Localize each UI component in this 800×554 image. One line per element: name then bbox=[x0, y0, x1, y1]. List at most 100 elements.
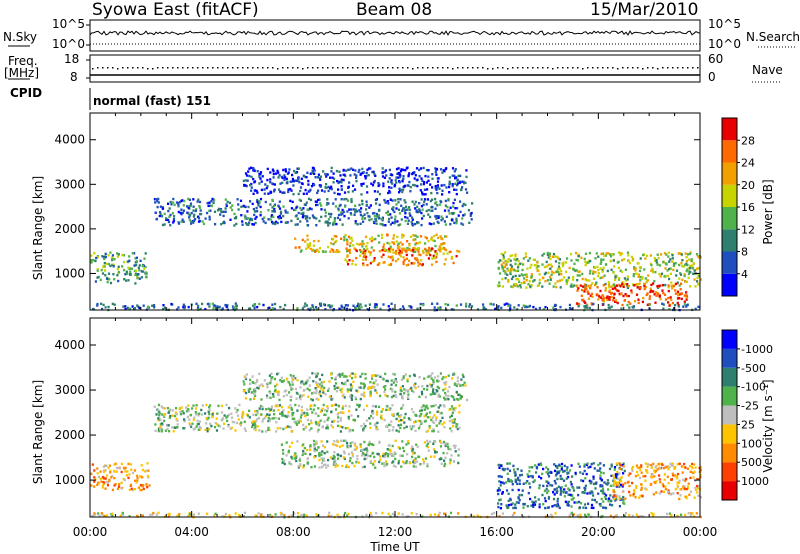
power-echo-cell bbox=[250, 186, 253, 189]
power-echo-cell bbox=[229, 206, 232, 209]
power-echo-cell bbox=[319, 304, 323, 307]
power-echo-cell bbox=[580, 294, 583, 297]
velocity-echo-cell bbox=[434, 451, 437, 454]
power-echo-cell bbox=[355, 249, 358, 253]
power-echo-cell bbox=[324, 186, 327, 189]
power-echo-cell bbox=[343, 235, 346, 239]
velocity-echo-cell bbox=[563, 464, 566, 468]
velocity-echo-cell bbox=[686, 485, 689, 488]
velocity-echo-cell bbox=[347, 512, 350, 516]
power-echo-cell bbox=[399, 308, 402, 311]
velocity-echo-cell bbox=[260, 398, 263, 401]
velocity-echo-cell bbox=[223, 414, 226, 417]
velocity-echo-cell bbox=[363, 395, 366, 398]
power-echo-cell bbox=[691, 267, 695, 270]
velocity-echo-cell bbox=[497, 475, 500, 478]
velocity-echo-cell bbox=[346, 444, 349, 447]
velocity-echo-cell bbox=[351, 454, 354, 458]
velocity-echo-cell bbox=[326, 450, 329, 454]
power-echo-cell bbox=[580, 256, 583, 259]
power-echo-cell bbox=[695, 253, 699, 256]
power-echo-cell bbox=[542, 252, 546, 255]
velocity-echo-cell bbox=[324, 409, 327, 412]
power-echo-cell bbox=[597, 298, 600, 301]
velocity-echo-cell bbox=[285, 441, 288, 444]
velocity-echo-cell bbox=[198, 425, 201, 429]
velocity-echo-cell bbox=[557, 485, 560, 488]
power-echo-cell bbox=[434, 250, 437, 253]
power-echo-cell bbox=[421, 263, 424, 266]
power-echo-cell bbox=[522, 280, 526, 284]
velocity-echo-cell bbox=[538, 486, 541, 490]
velocity-echo-cell bbox=[505, 481, 508, 484]
power-echo-cell bbox=[121, 253, 124, 257]
power-echo-cell bbox=[649, 254, 652, 257]
power-echo-cell bbox=[669, 296, 672, 299]
velocity-echo-cell bbox=[398, 419, 401, 423]
power-echo-cell bbox=[157, 197, 160, 201]
velocity-echo-cell bbox=[326, 418, 329, 422]
power-echo-cell bbox=[217, 306, 220, 309]
power-echo-cell bbox=[585, 304, 588, 307]
velocity-echo-cell bbox=[113, 477, 116, 480]
power-echo-cell bbox=[252, 177, 255, 181]
velocity-echo-cell bbox=[391, 454, 394, 457]
power-echo-cell bbox=[667, 301, 670, 304]
velocity-echo-cell bbox=[437, 406, 440, 409]
velocity-echo-cell bbox=[331, 457, 334, 460]
velocity-echo-cell bbox=[443, 381, 446, 385]
power-echo-cell bbox=[461, 223, 465, 226]
velocity-echo-cell bbox=[429, 383, 432, 386]
velocity-echo-cell bbox=[622, 462, 625, 465]
velocity-echo-cell bbox=[249, 378, 252, 382]
power-echo-cell bbox=[392, 241, 395, 244]
power-echo-cell bbox=[393, 183, 397, 187]
power-echo-cell bbox=[386, 233, 389, 236]
power-echo-cell bbox=[646, 292, 649, 295]
velocity-echo-cell bbox=[281, 411, 284, 414]
power-echo-cell bbox=[391, 241, 394, 244]
velocity-echo-cell bbox=[336, 440, 339, 443]
velocity-echo-cell bbox=[288, 383, 292, 386]
velocity-echo-cell bbox=[274, 388, 277, 392]
power-echo-cell bbox=[403, 185, 406, 188]
power-echo-cell bbox=[403, 199, 406, 202]
power-echo-cell bbox=[246, 217, 249, 220]
power-echo-cell bbox=[189, 204, 192, 207]
power-echo-cell bbox=[456, 207, 459, 210]
velocity-echo-cell bbox=[667, 482, 670, 485]
velocity-echo-cell bbox=[285, 389, 288, 392]
power-echo-cell bbox=[138, 306, 141, 310]
velocity-echo-cell bbox=[299, 394, 302, 397]
power-echo-cell bbox=[402, 234, 405, 237]
velocity-echo-cell bbox=[437, 395, 440, 398]
power-echo-cell bbox=[347, 235, 351, 238]
power-echo-cell bbox=[386, 241, 389, 245]
power-echo-cell bbox=[354, 220, 357, 223]
velocity-echo-cell bbox=[394, 465, 397, 468]
power-echo-cell bbox=[271, 168, 274, 171]
velocity-echo-cell bbox=[497, 505, 500, 509]
power-echo-cell bbox=[169, 224, 172, 227]
freq-label-1: Freq. bbox=[8, 54, 38, 68]
velocity-echo-cell bbox=[380, 417, 383, 420]
power-echo-cell bbox=[690, 264, 693, 267]
power-echo-cell bbox=[402, 307, 405, 310]
power-echo-cell bbox=[389, 263, 392, 266]
power-echo-cell bbox=[628, 261, 632, 265]
velocity-echo-cell bbox=[613, 490, 616, 494]
power-echo-cell bbox=[197, 217, 201, 220]
power-echo-cell bbox=[509, 263, 512, 267]
power-echo-cell bbox=[265, 186, 268, 190]
power-echo-cell bbox=[454, 182, 457, 185]
power-echo-cell bbox=[389, 198, 392, 201]
power-echo-cell bbox=[431, 257, 434, 260]
power-echo-cell bbox=[283, 174, 286, 177]
power-echo-cell bbox=[364, 175, 367, 178]
velocity-echo-cell bbox=[545, 487, 548, 491]
power-echo-cell bbox=[389, 247, 392, 251]
power-echo-cell bbox=[632, 273, 635, 276]
velocity-echo-cell bbox=[322, 457, 325, 460]
velocity-echo-cell bbox=[599, 477, 602, 480]
power-echo-cell bbox=[190, 220, 193, 224]
